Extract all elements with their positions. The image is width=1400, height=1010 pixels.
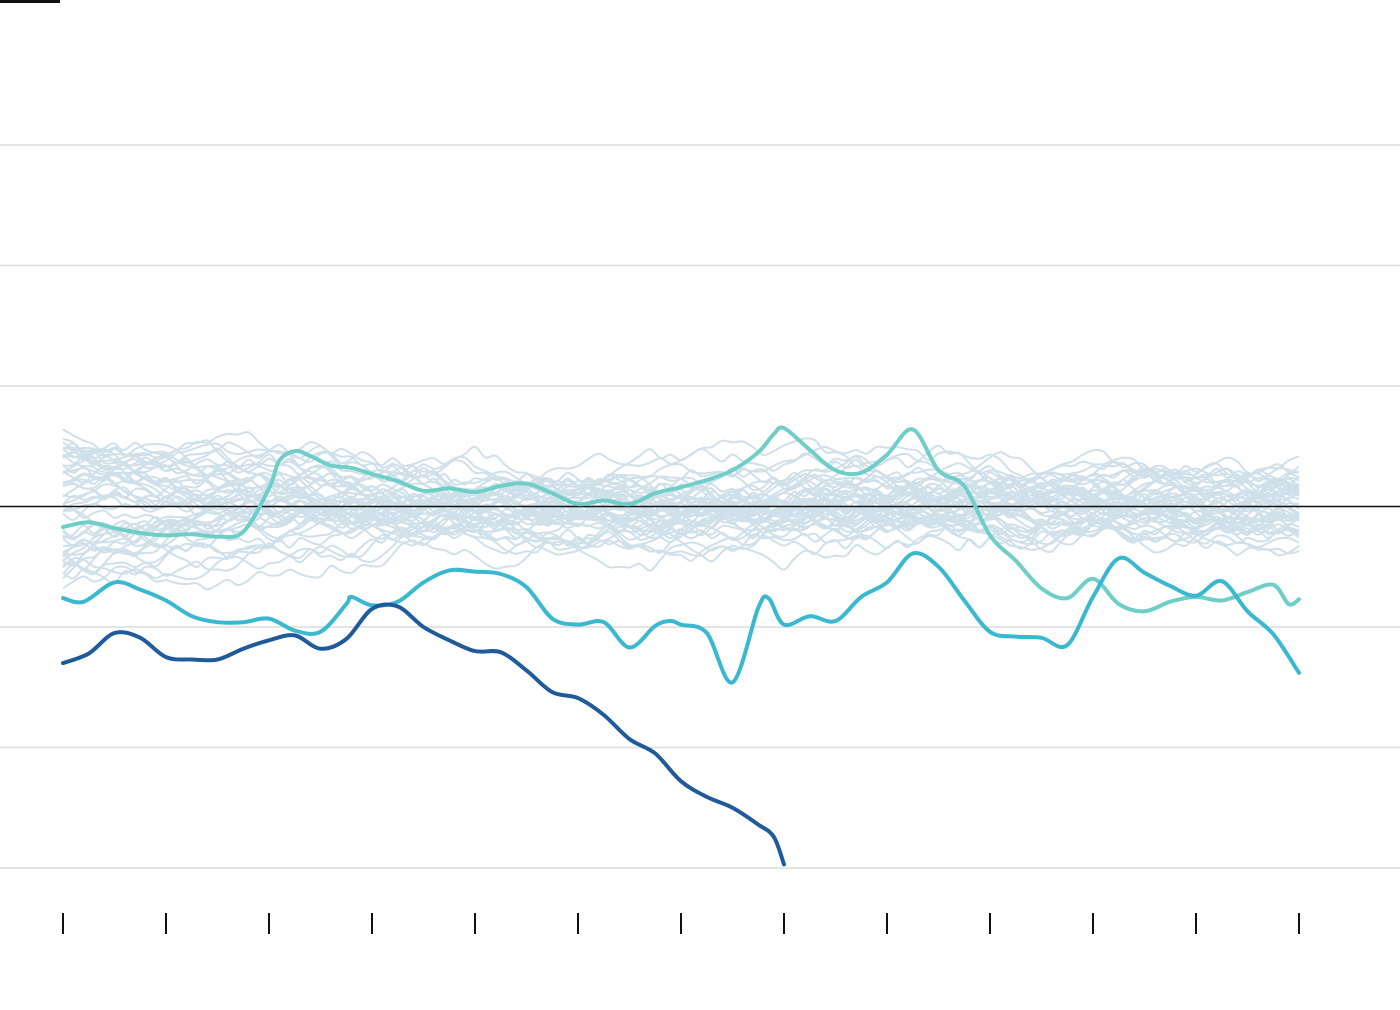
history-series-line (62, 463, 1300, 557)
corner-mark (0, 0, 60, 3)
history-series-line (62, 447, 1300, 506)
history-series-line (62, 479, 1300, 572)
history-series-line (62, 445, 1300, 513)
x-axis-ticks (62, 913, 1300, 934)
history-series-line (62, 439, 1300, 550)
highlight-series-group (61, 425, 1301, 867)
gridlines (0, 144, 1400, 869)
history-series-line (62, 467, 1300, 591)
history-series-line (62, 474, 1300, 580)
history-series-line (62, 456, 1300, 533)
highlight-navy-series-line (61, 602, 786, 867)
highlight-cyan-series-line (61, 551, 1301, 685)
history-series-line (62, 492, 1300, 562)
history-series-line (62, 431, 1300, 525)
history-series-line (62, 489, 1300, 567)
history-series-line (62, 445, 1300, 494)
